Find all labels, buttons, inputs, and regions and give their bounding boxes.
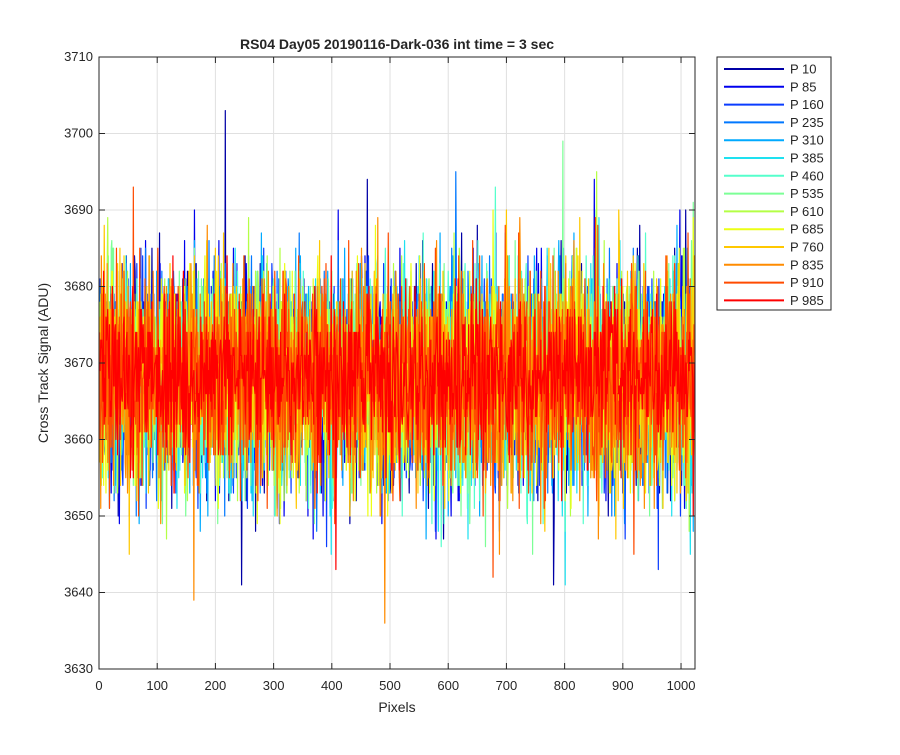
series-layer	[99, 109, 695, 624]
x-tick-label: 100	[146, 678, 168, 693]
x-tick-label: 1000	[667, 678, 696, 693]
x-tick-label: 500	[379, 678, 401, 693]
legend-label: P 535	[790, 186, 824, 201]
x-tick-label: 200	[205, 678, 227, 693]
tick-layer: 0 100 200 300 400 500 600 700 800 900 1000 3630 3640…	[64, 49, 695, 693]
series-line-p985	[99, 255, 695, 571]
y-tick-label: 3690	[64, 202, 93, 217]
y-tick-label: 3700	[64, 126, 93, 141]
y-tick-label: 3630	[64, 661, 93, 676]
legend-label: P 160	[790, 97, 824, 112]
legend-label: P 610	[790, 204, 824, 219]
legend-label: P 310	[790, 133, 824, 148]
x-tick-label: 600	[437, 678, 459, 693]
legend-label: P 835	[790, 257, 824, 272]
x-tick-label: 700	[496, 678, 518, 693]
chart-title: RS04 Day05 20190116-Dark-036 int time = …	[240, 36, 554, 52]
x-tick-label: 800	[554, 678, 576, 693]
x-axis-title: Pixels	[378, 699, 415, 715]
legend-box	[716, 56, 832, 311]
legend-label: P 10	[790, 62, 817, 77]
legend-items: P 10 P 85 P 160 P 235 P 310 P 385 P 460 P 535 P …	[724, 62, 824, 308]
x-tick-label: 900	[612, 678, 634, 693]
y-tick-label: 3680	[64, 279, 93, 294]
legend-label: P 910	[790, 275, 824, 290]
legend-label: P 760	[790, 240, 824, 255]
y-axis-title: Cross Track Signal (ADU)	[35, 283, 51, 443]
y-tick-label: 3650	[64, 508, 93, 523]
y-tick-label: 3640	[64, 585, 93, 600]
legend: P 10 P 85 P 160 P 235 P 310 P 385 P 460 P 535 P …	[716, 56, 832, 311]
legend-label: P 385	[790, 151, 824, 166]
legend-label: P 460	[790, 168, 824, 183]
y-tick-label: 3710	[64, 49, 93, 64]
legend-label: P 985	[790, 293, 824, 308]
y-tick-label: 3670	[64, 355, 93, 370]
y-tick-label: 3660	[64, 432, 93, 447]
legend-label: P 85	[790, 79, 817, 94]
x-tick-label: 300	[263, 678, 285, 693]
x-tick-label: 400	[321, 678, 343, 693]
x-tick-label: 0	[95, 678, 102, 693]
legend-label: P 235	[790, 115, 824, 130]
legend-label: P 685	[790, 222, 824, 237]
